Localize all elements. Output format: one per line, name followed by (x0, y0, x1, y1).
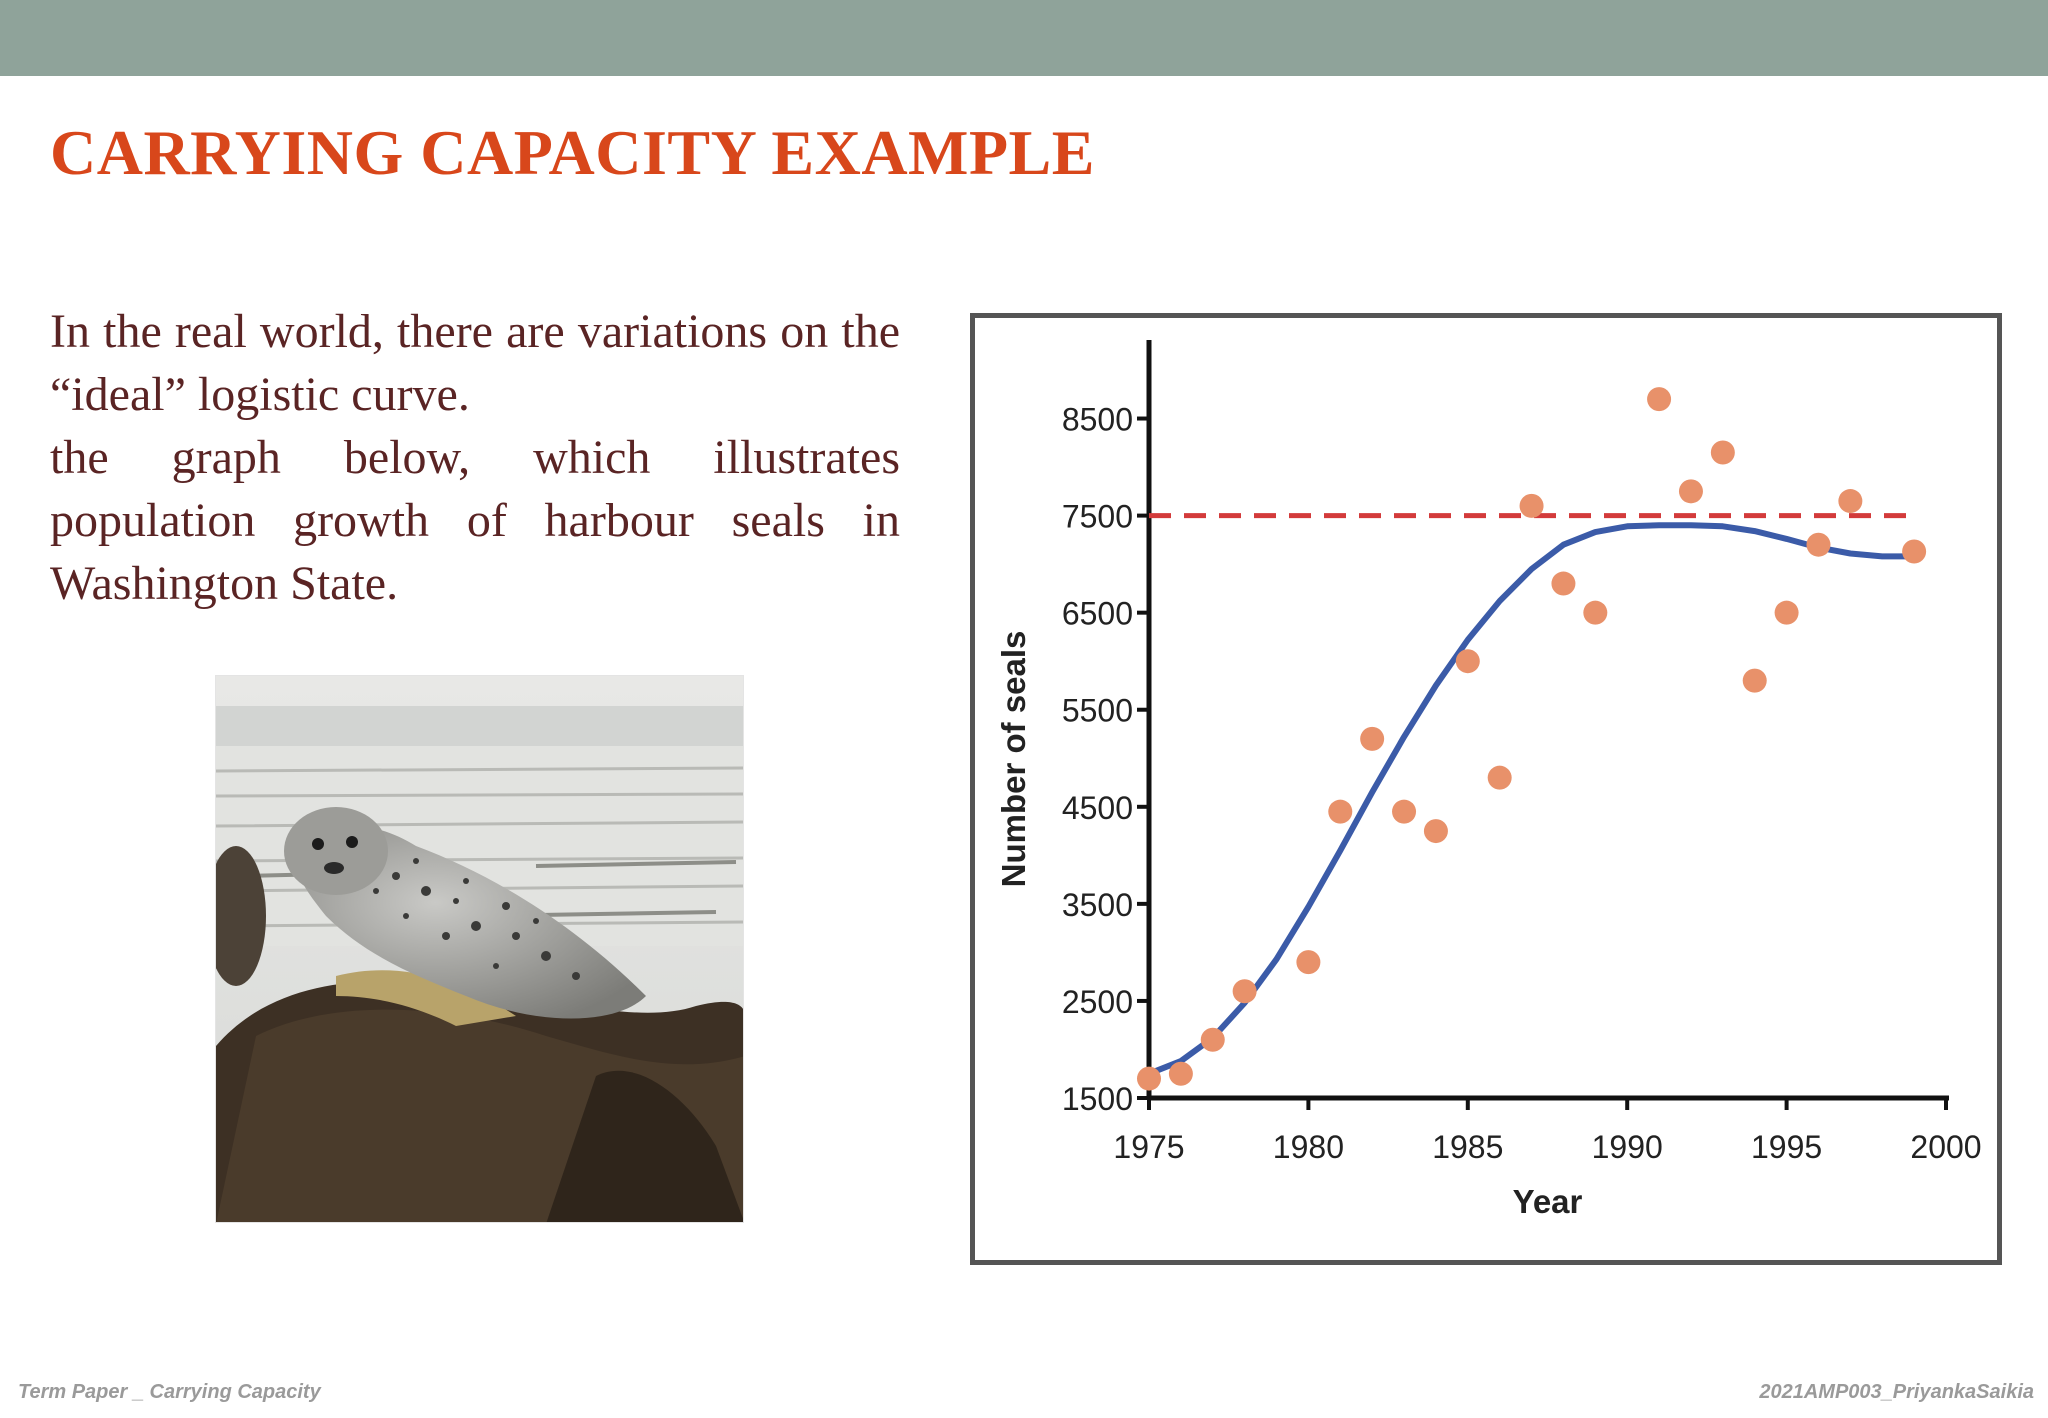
x-axis-title: Year (1513, 1183, 1583, 1220)
data-point (1742, 668, 1767, 693)
data-point (1551, 571, 1576, 596)
x-tick-label: 2000 (1910, 1129, 1981, 1165)
data-point (1519, 493, 1544, 518)
y-tick-label: 7500 (1062, 499, 1133, 535)
y-tick-label: 4500 (1062, 790, 1133, 826)
footer-right: 2021AMP003_PriyankaSaikia (1759, 1381, 2034, 1403)
data-point (1710, 440, 1735, 465)
data-point (1137, 1066, 1161, 1091)
data-point (1902, 539, 1927, 564)
chart-frame: 1975 1980 1985 1990 1995 2000 1500 2500 3500 4500… (970, 313, 2002, 1265)
seal-population-chart: 1975 1980 1985 1990 1995 2000 1500 2500 3500 4500… (995, 340, 1982, 1220)
data-point (1678, 479, 1703, 504)
data-point (1838, 489, 1863, 514)
data-point (1774, 600, 1799, 625)
data-point (1232, 979, 1257, 1004)
data-point (1360, 726, 1385, 751)
y-tick-label: 1500 (1062, 1081, 1133, 1117)
y-tick-label: 5500 (1062, 693, 1133, 729)
harbour-seal-photo (215, 675, 744, 1223)
paragraph-intro: In the real world, there are variations … (50, 305, 900, 421)
x-tick-label: 1975 (1113, 1129, 1184, 1165)
data-point (1487, 765, 1512, 790)
slide-title: CARRYING CAPACITY EXAMPLE (50, 117, 1095, 188)
data-point (1392, 799, 1417, 824)
data-point (1328, 799, 1353, 824)
header-bar (0, 0, 2048, 76)
body-text: In the real world, there are variations … (50, 300, 900, 615)
x-tick-label: 1985 (1432, 1129, 1503, 1165)
data-point (1200, 1027, 1225, 1052)
y-tick-label: 2500 (1062, 984, 1133, 1020)
data-point (1296, 950, 1321, 975)
chart-axes (1146, 340, 1949, 1101)
x-tick-label: 1995 (1751, 1129, 1822, 1165)
y-tick-label: 3500 (1062, 887, 1133, 923)
data-point (1168, 1061, 1193, 1086)
footer-left: Term Paper _ Carrying Capacity (18, 1381, 321, 1403)
y-axis-title: Number of seals (995, 631, 1032, 888)
logistic-curve (1146, 522, 1918, 1077)
x-tick-label: 1990 (1592, 1129, 1663, 1165)
chart-ticks: 1975 1980 1985 1990 1995 2000 1500 2500 3500 4500… (1062, 402, 1982, 1165)
x-tick-label: 1980 (1273, 1129, 1344, 1165)
data-point (1583, 600, 1608, 625)
paragraph-graph-description: the graph below, which illustrates popul… (50, 431, 900, 610)
data-point (1806, 532, 1831, 557)
data-point (1647, 387, 1672, 412)
chart-series (1137, 387, 1927, 1091)
y-tick-label: 8500 (1062, 402, 1133, 438)
data-point (1455, 649, 1480, 674)
data-point (1423, 819, 1448, 844)
y-tick-label: 6500 (1062, 596, 1133, 632)
